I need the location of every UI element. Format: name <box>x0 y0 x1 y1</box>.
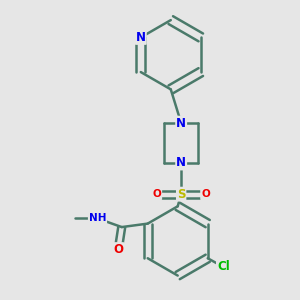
Text: N: N <box>176 117 186 130</box>
Text: NH: NH <box>89 213 106 224</box>
Text: S: S <box>177 188 185 201</box>
Text: O: O <box>201 189 210 199</box>
Text: O: O <box>113 243 123 256</box>
Text: O: O <box>153 189 161 199</box>
Text: Cl: Cl <box>217 260 230 273</box>
Text: N: N <box>136 31 146 44</box>
Text: N: N <box>176 157 186 169</box>
